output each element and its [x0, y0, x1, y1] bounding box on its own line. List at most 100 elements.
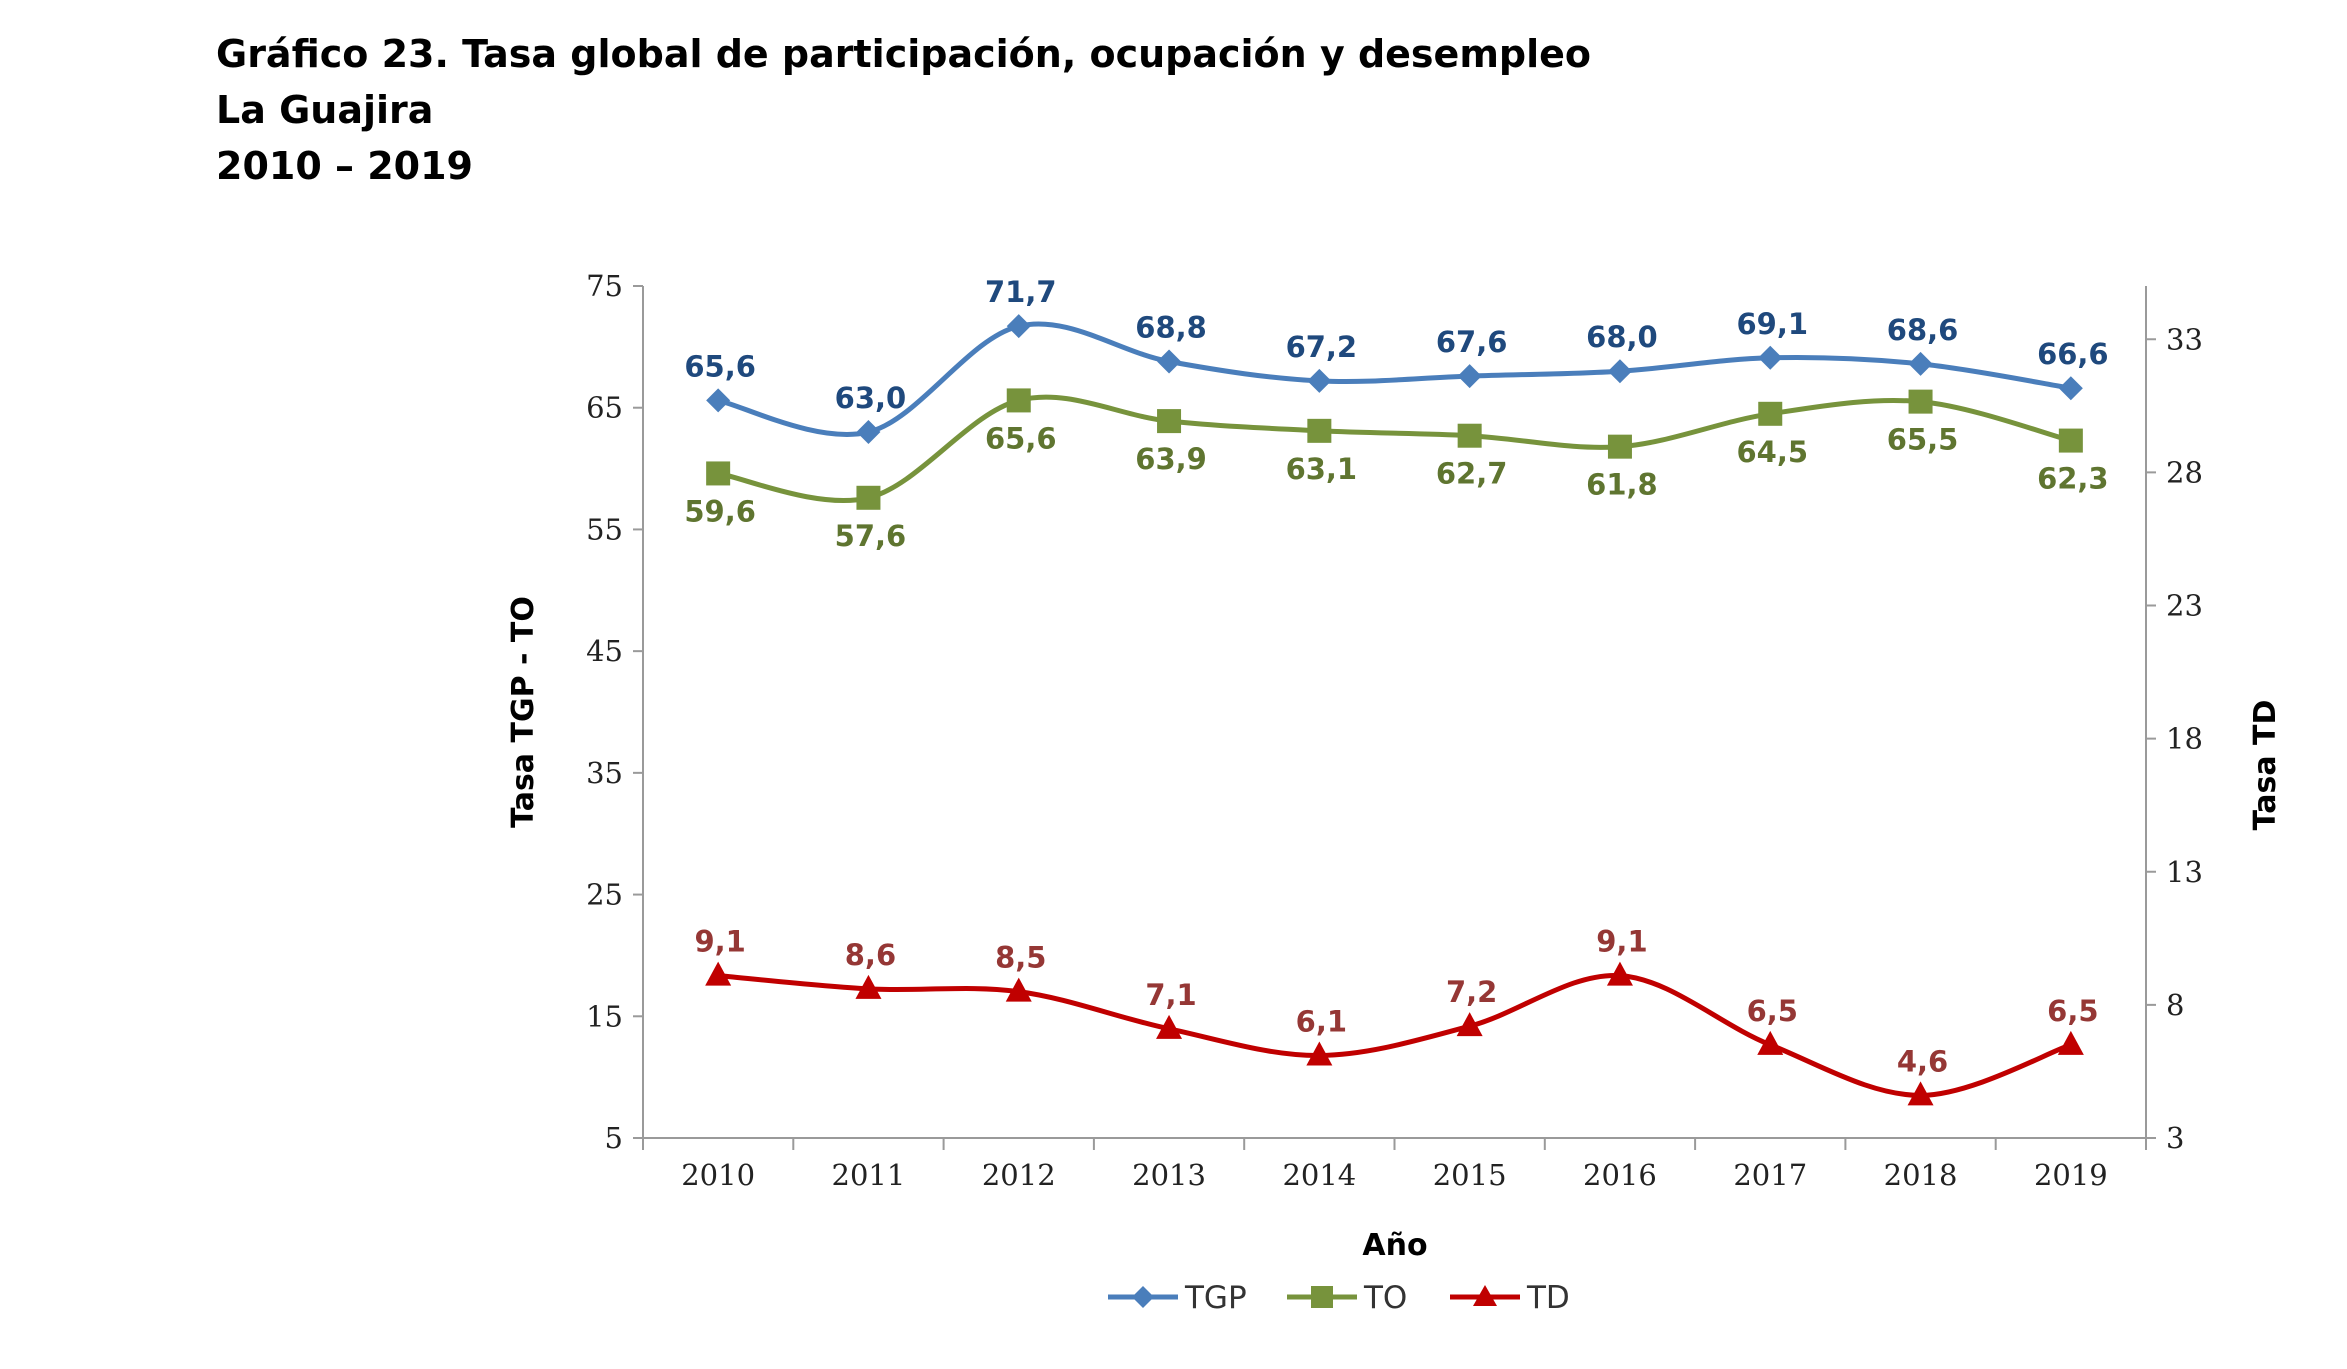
data-point-td [1306, 1041, 1333, 1066]
data-point-tgp [1006, 314, 1031, 339]
left-y-axis-title: Tasa TGP - TO [506, 596, 541, 828]
x-tick-label: 2011 [832, 1158, 906, 1192]
data-label-td: 6,1 [1296, 1004, 1347, 1038]
data-label-tgp: 67,2 [1286, 330, 1358, 364]
data-label-tgp: 68,6 [1887, 313, 1959, 347]
data-label-tgp: 66,6 [2037, 337, 2109, 371]
data-point-td [1606, 961, 1633, 986]
data-label-td: 7,2 [1446, 975, 1497, 1009]
legend: TGP TO TD [1108, 1280, 1570, 1316]
x-tick-label: 2014 [1282, 1158, 1356, 1192]
legend-marker-square-icon [1311, 1286, 1333, 1308]
data-label-tgp: 71,7 [985, 275, 1057, 309]
data-label-to: 63,1 [1286, 452, 1358, 486]
data-point-to [1758, 401, 1783, 426]
legend-item-tgp: TGP [1108, 1280, 1247, 1316]
data-point-td [1156, 1014, 1183, 1039]
right-y-axis-title: Tasa TD [2248, 700, 2283, 831]
chart-subtitle-region: La Guajira [216, 88, 434, 132]
data-label-to: 59,6 [684, 494, 756, 528]
data-point-to [706, 461, 731, 486]
data-point-to [2058, 428, 2083, 453]
data-label-to: 65,5 [1887, 423, 1959, 457]
x-tick-label: 2015 [1433, 1158, 1507, 1192]
data-point-to [1457, 423, 1482, 448]
data-point-to [1006, 388, 1031, 413]
data-labels: 65,6 63,0 71,7 68,8 67,2 67,6 68,0 69,1 68,6 66,6… [684, 275, 2108, 1078]
series-line-td [715, 973, 2074, 1098]
x-tick-label: 2019 [2034, 1158, 2108, 1192]
data-point-tgp [856, 420, 881, 445]
right-y-tick-label: 13 [2166, 855, 2203, 889]
x-tick-label: 2016 [1583, 1158, 1657, 1192]
legend-label-to: TO [1363, 1280, 1407, 1316]
right-y-tick-label: 18 [2166, 722, 2203, 756]
data-point-tgp [1607, 359, 1632, 384]
data-point-to [1307, 418, 1332, 443]
x-tick-label: 2013 [1132, 1158, 1206, 1192]
data-point-tgp [2058, 376, 2083, 401]
data-point-tgp [706, 388, 731, 413]
right-y-tick-label: 28 [2166, 455, 2203, 489]
series-lines [715, 321, 2074, 1098]
data-point-to [1157, 409, 1182, 434]
data-label-td: 9,1 [1596, 925, 1647, 959]
data-label-to: 61,8 [1586, 468, 1658, 502]
data-label-to: 62,3 [2037, 462, 2109, 496]
x-tick-label: 2012 [982, 1158, 1056, 1192]
series-line-tgp [715, 321, 2074, 437]
legend-item-to: TO [1287, 1280, 1407, 1316]
left-y-tick-label: 45 [586, 634, 623, 668]
data-label-to: 62,7 [1436, 457, 1508, 491]
data-label-tgp: 68,8 [1135, 310, 1207, 344]
legend-label-td: TD [1526, 1280, 1570, 1316]
data-point-tgp [1307, 368, 1332, 393]
data-point-td [1456, 1012, 1483, 1037]
series-line-to [715, 394, 2074, 504]
data-label-to: 57,6 [835, 519, 907, 553]
data-point-td [1907, 1081, 1934, 1106]
data-label-td: 7,1 [1145, 978, 1196, 1012]
x-axis-title: Año [1362, 1228, 1427, 1263]
data-point-tgp [1457, 364, 1482, 389]
x-tick-label: 2017 [1733, 1158, 1807, 1192]
data-label-to: 65,6 [985, 421, 1057, 455]
right-y-tick-label: 23 [2166, 589, 2203, 623]
data-point-td [855, 974, 882, 999]
data-label-tgp: 65,6 [684, 349, 756, 383]
data-point-tgp [1157, 349, 1182, 374]
data-label-td: 9,1 [694, 925, 745, 959]
data-label-to: 64,5 [1736, 435, 1808, 469]
legend-marker-diamond-icon [1132, 1286, 1154, 1308]
axis-ticks: 5 15 25 35 45 55 65 75 3 8 13 18 23 28 33 2010 2011 2012 2… [586, 269, 2203, 1192]
right-y-tick-label: 3 [2166, 1121, 2184, 1155]
data-label-td: 8,5 [995, 941, 1046, 975]
data-point-td [1757, 1030, 1784, 1055]
data-label-tgp: 68,0 [1586, 320, 1658, 354]
legend-item-td: TD [1450, 1280, 1570, 1316]
left-y-tick-label: 65 [586, 391, 623, 425]
legend-marker-triangle-icon [1473, 1285, 1497, 1306]
data-label-tgp: 69,1 [1736, 307, 1808, 341]
data-label-td: 4,6 [1897, 1044, 1948, 1078]
left-y-tick-label: 5 [605, 1121, 623, 1155]
data-point-tgp [1908, 351, 1933, 376]
left-y-tick-label: 55 [586, 512, 623, 546]
chart-title-block: Gráfico 23. Tasa global de participación… [216, 26, 1591, 194]
chart-subtitle-period: 2010 – 2019 [216, 144, 473, 188]
x-tick-label: 2010 [681, 1158, 755, 1192]
data-label-tgp: 67,6 [1436, 325, 1508, 359]
left-y-tick-label: 75 [586, 269, 623, 303]
data-label-td: 8,6 [845, 938, 896, 972]
data-point-to [1607, 434, 1632, 459]
data-label-td: 6,5 [1747, 994, 1798, 1028]
data-point-td [2057, 1030, 2084, 1055]
series-markers [705, 314, 2084, 1106]
left-y-tick-label: 25 [586, 878, 623, 912]
left-y-tick-label: 35 [586, 756, 623, 790]
right-y-tick-label: 8 [2166, 988, 2184, 1022]
legend-label-tgp: TGP [1184, 1280, 1247, 1316]
left-y-tick-label: 15 [586, 999, 623, 1033]
data-point-td [705, 961, 732, 986]
data-label-tgp: 63,0 [835, 381, 907, 415]
